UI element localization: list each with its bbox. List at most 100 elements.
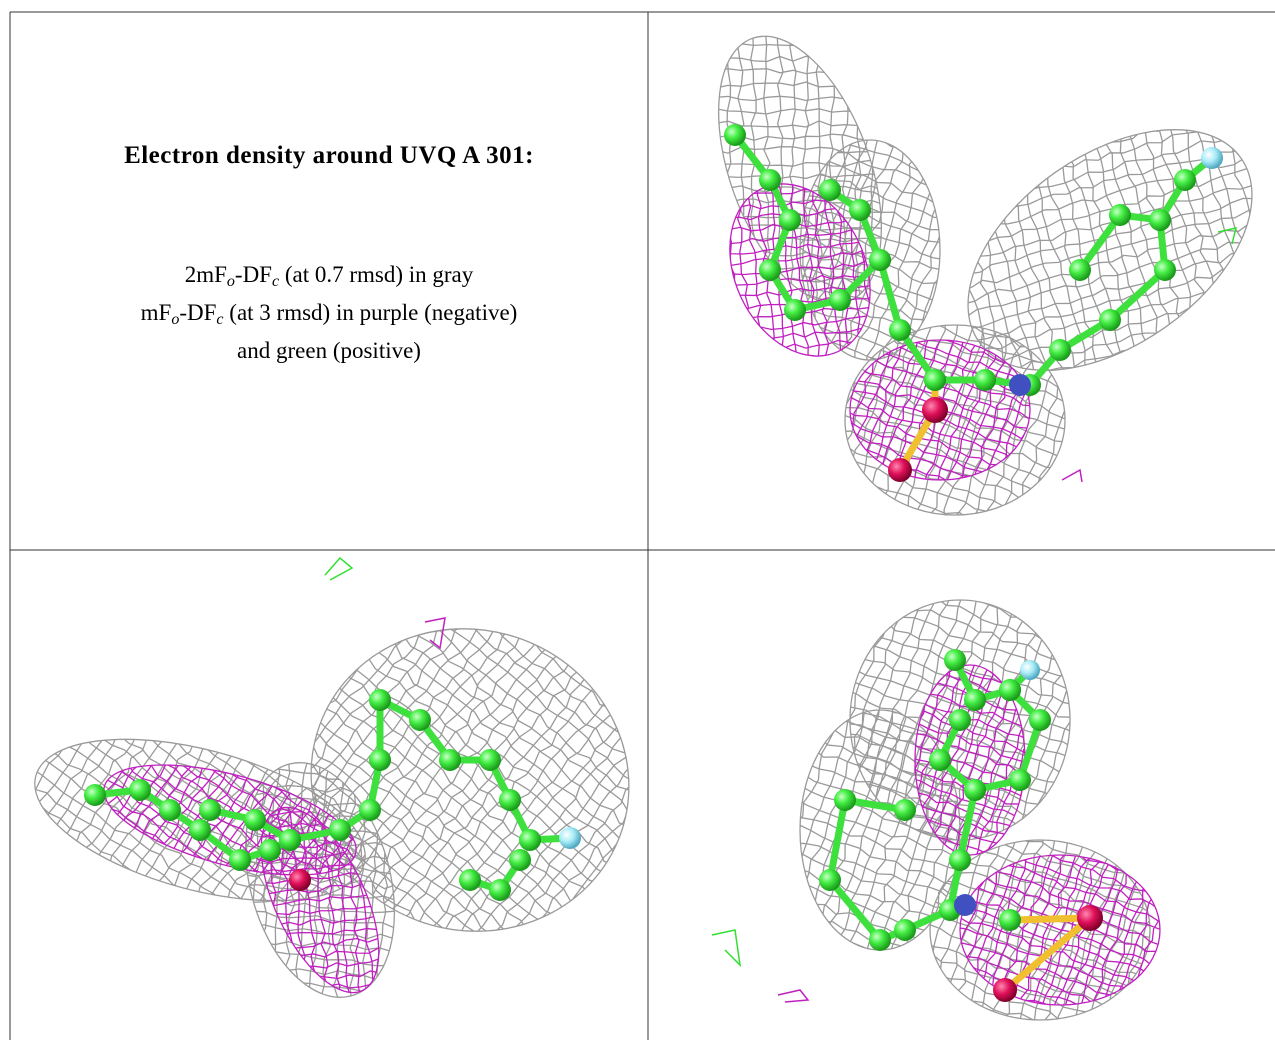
mesh-line xyxy=(888,600,984,833)
mesh-line xyxy=(686,55,914,63)
mesh-line xyxy=(996,337,1065,515)
mesh-line xyxy=(686,29,914,37)
atom xyxy=(949,709,971,731)
mesh-line xyxy=(936,665,1012,855)
table-borders xyxy=(9,11,1275,1040)
text-line: mFo-DFc (at 3 rmsd) in purple (negative) xyxy=(10,294,648,332)
mesh-line xyxy=(845,325,906,496)
mesh-line xyxy=(1020,840,1106,1020)
mesh-line xyxy=(703,178,711,377)
mesh-line xyxy=(353,641,571,902)
mesh-line xyxy=(945,205,1273,293)
atom xyxy=(259,839,281,861)
mesh-line xyxy=(221,998,419,1015)
mesh-line xyxy=(851,353,1065,432)
mesh-line xyxy=(920,20,926,319)
mesh-line xyxy=(924,80,1232,142)
atom xyxy=(999,909,1021,931)
mesh-line xyxy=(971,673,1025,855)
atom xyxy=(869,929,891,951)
mesh-line xyxy=(950,325,1033,515)
mesh-line xyxy=(948,218,1275,305)
mesh-line xyxy=(296,721,557,940)
mesh-line xyxy=(686,68,914,76)
bond xyxy=(1006,914,1094,924)
atom xyxy=(479,749,501,771)
mesh-line xyxy=(686,81,914,89)
mesh-line xyxy=(301,598,519,859)
atom xyxy=(1201,147,1223,169)
mesh-line xyxy=(332,678,591,899)
atom xyxy=(724,124,746,146)
mesh-line xyxy=(1023,855,1100,1005)
mesh-line xyxy=(802,19,810,320)
mesh-line xyxy=(17,844,251,932)
mesh-line xyxy=(45,726,331,932)
atom xyxy=(894,919,916,941)
mesh-line xyxy=(800,710,801,909)
mesh-line xyxy=(800,140,940,204)
atom xyxy=(944,649,966,671)
atom xyxy=(1049,339,1071,361)
mesh-line xyxy=(845,397,1055,481)
mesh-line xyxy=(930,601,1017,840)
mesh-line xyxy=(822,167,842,366)
mesh-line xyxy=(290,591,511,850)
mesh-line xyxy=(924,80,1238,168)
subscript: c xyxy=(271,273,280,290)
mesh-line xyxy=(960,924,1153,999)
mesh-line xyxy=(801,140,882,347)
mesh-line xyxy=(800,710,877,935)
atom xyxy=(359,799,381,821)
mesh-line xyxy=(959,257,1275,345)
mesh-line xyxy=(873,600,1070,668)
mesh-line xyxy=(810,710,900,944)
atom xyxy=(954,894,976,916)
mesh-line xyxy=(1009,840,1091,1020)
mesh-line xyxy=(963,615,1054,840)
panel-lines: 2mFo-DFc (at 0.7 rmsd) in gray mFo-DFc (a… xyxy=(10,256,648,370)
mesh-line xyxy=(850,774,1048,840)
mesh-line xyxy=(872,340,944,480)
mesh-line xyxy=(324,688,584,907)
mesh-line xyxy=(858,616,1070,706)
mesh-line xyxy=(686,198,914,206)
mesh-line xyxy=(686,19,693,320)
mesh-line xyxy=(17,708,178,874)
mesh-line xyxy=(92,779,314,898)
mesh-line xyxy=(1104,855,1160,1005)
stray-density xyxy=(777,989,810,1003)
subscript: o xyxy=(171,311,180,328)
mesh-line xyxy=(478,747,672,976)
mesh-line xyxy=(79,708,369,879)
text-segment: (at 0.7 rmsd) in gray xyxy=(279,262,474,287)
mesh-line xyxy=(811,168,833,366)
mesh-line xyxy=(938,177,1266,269)
mesh-line xyxy=(1038,642,1070,840)
atom xyxy=(894,799,916,821)
mesh-line xyxy=(845,483,1024,515)
text-segment: mF xyxy=(140,300,172,325)
mesh-line xyxy=(869,600,1070,683)
mesh-line xyxy=(845,389,1059,470)
mesh-line xyxy=(960,855,1015,1004)
mesh-line xyxy=(952,231,1275,321)
atom xyxy=(949,849,971,871)
mesh-line xyxy=(432,584,672,777)
mesh-line xyxy=(915,677,1025,750)
bond xyxy=(1001,914,1094,994)
mesh-outline xyxy=(967,129,1253,371)
atom xyxy=(924,369,946,391)
atom xyxy=(834,789,856,811)
atom xyxy=(159,799,181,821)
mesh-line xyxy=(686,120,914,128)
mesh-line xyxy=(268,584,470,816)
mesh-line xyxy=(926,325,1009,515)
mesh-line xyxy=(1040,855,1120,1005)
atom xyxy=(888,458,912,482)
atom xyxy=(369,749,391,771)
mesh-line xyxy=(986,855,1160,887)
mesh-line xyxy=(845,472,1028,515)
atom xyxy=(279,829,301,851)
